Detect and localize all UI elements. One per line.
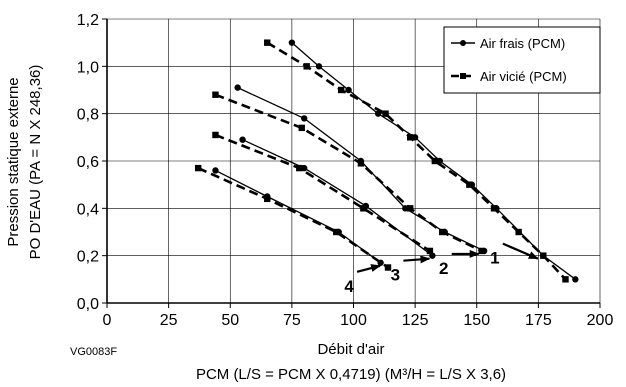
data-point-square [406, 134, 414, 141]
y-tick-label: 0,2 [77, 249, 99, 266]
data-point-square [298, 124, 305, 132]
data-point-square [406, 205, 414, 212]
curve-label: 3 [391, 266, 400, 285]
data-point-square [540, 252, 547, 259]
data-point-square [195, 164, 202, 172]
series-line-3-air-frais [242, 139, 433, 257]
data-point-square [562, 276, 569, 283]
data-point-square [357, 160, 365, 167]
series-line-2-air-frais [237, 87, 485, 252]
curve-label: 4 [344, 277, 354, 296]
series-line-2-air-vicie [214, 93, 483, 253]
data-point-square [384, 264, 392, 271]
data-point-circle [239, 136, 246, 143]
curve-label-arrow [403, 255, 431, 264]
curve-label: 1 [490, 249, 499, 268]
series-line-4-air-frais [215, 169, 381, 264]
y-tick-label: 0,8 [77, 107, 99, 124]
data-point-square [296, 164, 303, 172]
data-point-square [439, 228, 446, 236]
data-point-square [337, 86, 345, 94]
curve-label-arrow [502, 242, 539, 260]
data-point-circle [212, 167, 219, 174]
data-point-square [264, 39, 271, 46]
data-point-circle [345, 86, 352, 94]
data-point-circle [288, 39, 296, 46]
legend: Air frais (PCM) Air vicié (PCM) [443, 26, 601, 94]
data-point-square [212, 131, 219, 139]
y-tick-label: 1,0 [77, 59, 99, 76]
data-point-square [360, 205, 367, 212]
x-axis-title: Débit d'air [317, 341, 384, 358]
legend-label-air-frais: Air frais (PCM) [480, 36, 565, 51]
axes [102, 18, 601, 308]
x-tick-label: 125 [402, 312, 429, 329]
figure-code: VG0083F [70, 346, 117, 358]
data-point-square [333, 228, 340, 236]
legend-box [443, 26, 601, 94]
series-line-1-air-vicie [266, 41, 567, 281]
legend-label-air-vicie: Air vicié (PCM) [480, 69, 567, 84]
x-tick-label: 175 [525, 312, 552, 329]
y-axis-title: Pression statique externe [5, 77, 22, 246]
data-point-square [382, 110, 389, 117]
x-axis-subtitle: PCM (L/S = PCM X 0,4719) (M³/H = L/S X 3… [196, 366, 506, 383]
y-tick-label: 0,4 [77, 201, 99, 218]
series-group [195, 39, 579, 283]
x-tick-label: 200 [587, 312, 614, 329]
curve-labels: 1 2 3 4 [344, 242, 539, 296]
data-point-square [264, 195, 271, 203]
data-point-square [303, 63, 310, 70]
y-tick-label: 0,6 [77, 154, 99, 171]
data-point-square [426, 247, 434, 255]
x-tick-label: 75 [283, 312, 301, 329]
data-point-square [478, 247, 485, 255]
tick-labels: 0 25 50 75 100 125 150 175 200 0,0 0,2 0,4 0,6 0,8 1,0… [77, 12, 614, 329]
data-point-square [515, 228, 522, 236]
data-point-square [212, 91, 219, 98]
data-point-square [466, 181, 473, 188]
legend-square-marker [460, 73, 466, 79]
data-point-square [431, 157, 439, 165]
curve-label: 2 [439, 259, 448, 278]
x-tick-label: 150 [463, 312, 490, 329]
data-point-square [490, 205, 498, 212]
x-tick-label: 50 [221, 312, 239, 329]
series-line-3-air-vicie [214, 133, 431, 253]
x-tick-label: 100 [340, 312, 367, 329]
data-point-circle [315, 63, 323, 70]
data-point-circle [301, 115, 308, 122]
data-point-circle [374, 110, 382, 117]
y-tick-label: 0,0 [77, 296, 99, 313]
y-axis-subtitle: PO D'EAU (PA = N X 248,36) [27, 65, 44, 260]
x-tick-label: 0 [103, 312, 112, 329]
series-line-4-air-vicie [197, 166, 389, 269]
y-tick-label: 1,2 [77, 12, 99, 29]
data-point-circle [572, 276, 579, 283]
data-point-circle [301, 164, 308, 172]
data-point-circle [234, 84, 241, 91]
legend-circle-marker [460, 40, 466, 46]
x-tick-label: 25 [160, 312, 178, 329]
curve-label-arrow [356, 264, 382, 273]
